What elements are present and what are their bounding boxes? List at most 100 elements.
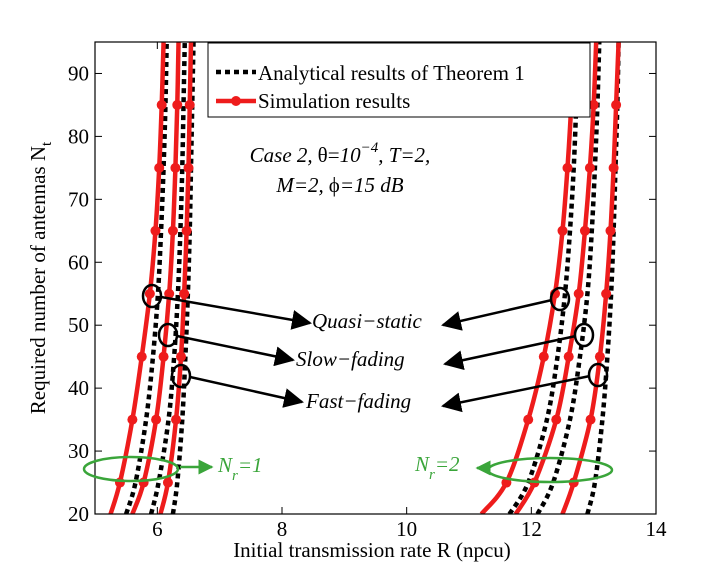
y-tick-label-3: 50 [68, 313, 89, 337]
ticks-layer: 6 8 10 12 14 20 30 40 50 60 70 80 90 [68, 42, 667, 541]
arrow-quasi-static-right [441, 298, 553, 331]
series-2-point-3 [176, 351, 187, 362]
arrow-slow-fading-left [176, 334, 295, 367]
cond-case: Case 2, [250, 143, 313, 167]
series-6-point-3 [538, 351, 549, 362]
arrow-fast-fading-right [441, 374, 591, 413]
series-7-point-7 [588, 99, 599, 110]
series-1-point-4 [164, 288, 175, 299]
y-tick-label-5: 70 [68, 187, 89, 211]
cond-m: M=2, [275, 173, 323, 197]
series-7-point-6 [584, 162, 595, 173]
series-2-point-5 [181, 225, 192, 236]
x-tick-label-0: 6 [152, 517, 163, 541]
series-line-4 [148, 42, 188, 514]
y-tick-label-6: 80 [68, 124, 89, 148]
series-8-point-5 [605, 225, 616, 236]
plot-frame [94, 41, 657, 515]
legend: Analytical results of Theorem 1 Simulati… [207, 42, 591, 118]
y-axis-title: Required number of antennas Nt [26, 141, 55, 414]
series-0-point-1 [114, 477, 125, 488]
label-fast-fading: Fast−fading [305, 389, 411, 413]
ellipse-slow-fading-nr1 [157, 322, 179, 348]
series-1-point-2 [151, 414, 162, 425]
label-nr2-n: N [414, 452, 430, 476]
legend-box [207, 42, 591, 118]
series-1-point-6 [170, 162, 181, 173]
series-7-point-2 [551, 414, 562, 425]
legend-analytical-label: Analytical results of Theorem 1 [258, 61, 525, 85]
x-tick-label-4: 14 [646, 517, 668, 541]
series-0-point-4 [144, 288, 155, 299]
conditions-line-2: M=2, ϕ=15 dB [275, 173, 403, 197]
x-tick-label-2: 10 [396, 517, 417, 541]
label-nr2: Nr=2 [414, 452, 460, 483]
series-8-point-3 [594, 351, 605, 362]
y-tick-label-0: 20 [68, 502, 89, 526]
nr-group-markers [82, 455, 614, 484]
series-8-point-7 [611, 99, 622, 110]
arrow-fast-fading-left [189, 375, 304, 408]
series-2-point-4 [179, 288, 190, 299]
series-8-point-2 [585, 414, 596, 425]
conditions-line-1: Case 2, θ=10−4, T=2, [250, 140, 431, 167]
label-nr1: Nr=1 [217, 453, 263, 484]
x-axis-title: Initial transmission rate R (npcu) [233, 538, 511, 562]
cond-theta-symbol: θ [318, 143, 328, 167]
series-0-point-6 [154, 162, 165, 173]
series-layer [108, 42, 622, 514]
series-1-point-5 [167, 225, 178, 236]
series-0-point-7 [156, 99, 167, 110]
y-tick-label-4: 60 [68, 250, 89, 274]
series-line-10 [535, 42, 602, 514]
arrow-quasi-static-left [160, 295, 312, 330]
ellipse-fast-fading-nr1 [170, 363, 192, 389]
cond-theta-exponent: −4 [361, 140, 379, 156]
series-2-point-2 [171, 414, 182, 425]
series-7-point-4 [573, 288, 584, 299]
series-0-point-3 [136, 351, 147, 362]
ellipse-quasi-static-nr1 [141, 283, 163, 309]
series-7-point-5 [579, 225, 590, 236]
series-2-point-7 [184, 99, 195, 110]
series-6-point-6 [562, 162, 573, 173]
series-6-point-2 [523, 414, 534, 425]
y-axis-title-sub: t [39, 141, 55, 146]
series-0-point-5 [150, 225, 161, 236]
series-1-point-3 [158, 351, 169, 362]
series-line-9 [507, 42, 581, 514]
series-0-point-2 [127, 414, 138, 425]
series-2-point-6 [183, 162, 194, 173]
series-7-point-3 [563, 351, 574, 362]
series-1-point-7 [172, 99, 183, 110]
legend-simulation-marker [231, 96, 241, 106]
cond-phi-symbol: ϕ [329, 173, 340, 197]
label-slow-fading: Slow−fading [296, 347, 405, 371]
label-nr1-n: N [217, 453, 233, 477]
cond-rest: , T=2, [378, 143, 430, 167]
cond-phi-rest: =15 dB [340, 173, 404, 197]
series-8-point-6 [608, 162, 619, 173]
label-quasi-static: Quasi−static [312, 309, 423, 333]
series-8-point-4 [601, 288, 612, 299]
cond-theta-mantissa: 10 [340, 143, 362, 167]
x-tick-label-1: 8 [277, 517, 288, 541]
y-tick-label-1: 30 [68, 439, 89, 463]
y-tick-label-2: 40 [68, 376, 89, 400]
y-tick-label-7: 90 [68, 61, 89, 85]
series-6-point-5 [557, 225, 568, 236]
label-nr1-rest: =1 [238, 453, 263, 477]
label-nr1-sub: r [232, 468, 238, 484]
series-1-point-1 [138, 477, 149, 488]
x-tick-label-3: 12 [521, 517, 542, 541]
ellipse-nr1-group [82, 455, 180, 483]
series-line-11 [585, 42, 621, 514]
series-line-3 [124, 42, 169, 514]
arrow-slow-fading-right [443, 334, 577, 371]
label-nr2-rest: =2 [435, 452, 460, 476]
annotation-arrows [160, 295, 591, 413]
cond-theta-eq: = [328, 143, 340, 167]
series-2-point-1 [162, 477, 173, 488]
y-axis-title-main: Required number of antennas N [26, 146, 50, 414]
